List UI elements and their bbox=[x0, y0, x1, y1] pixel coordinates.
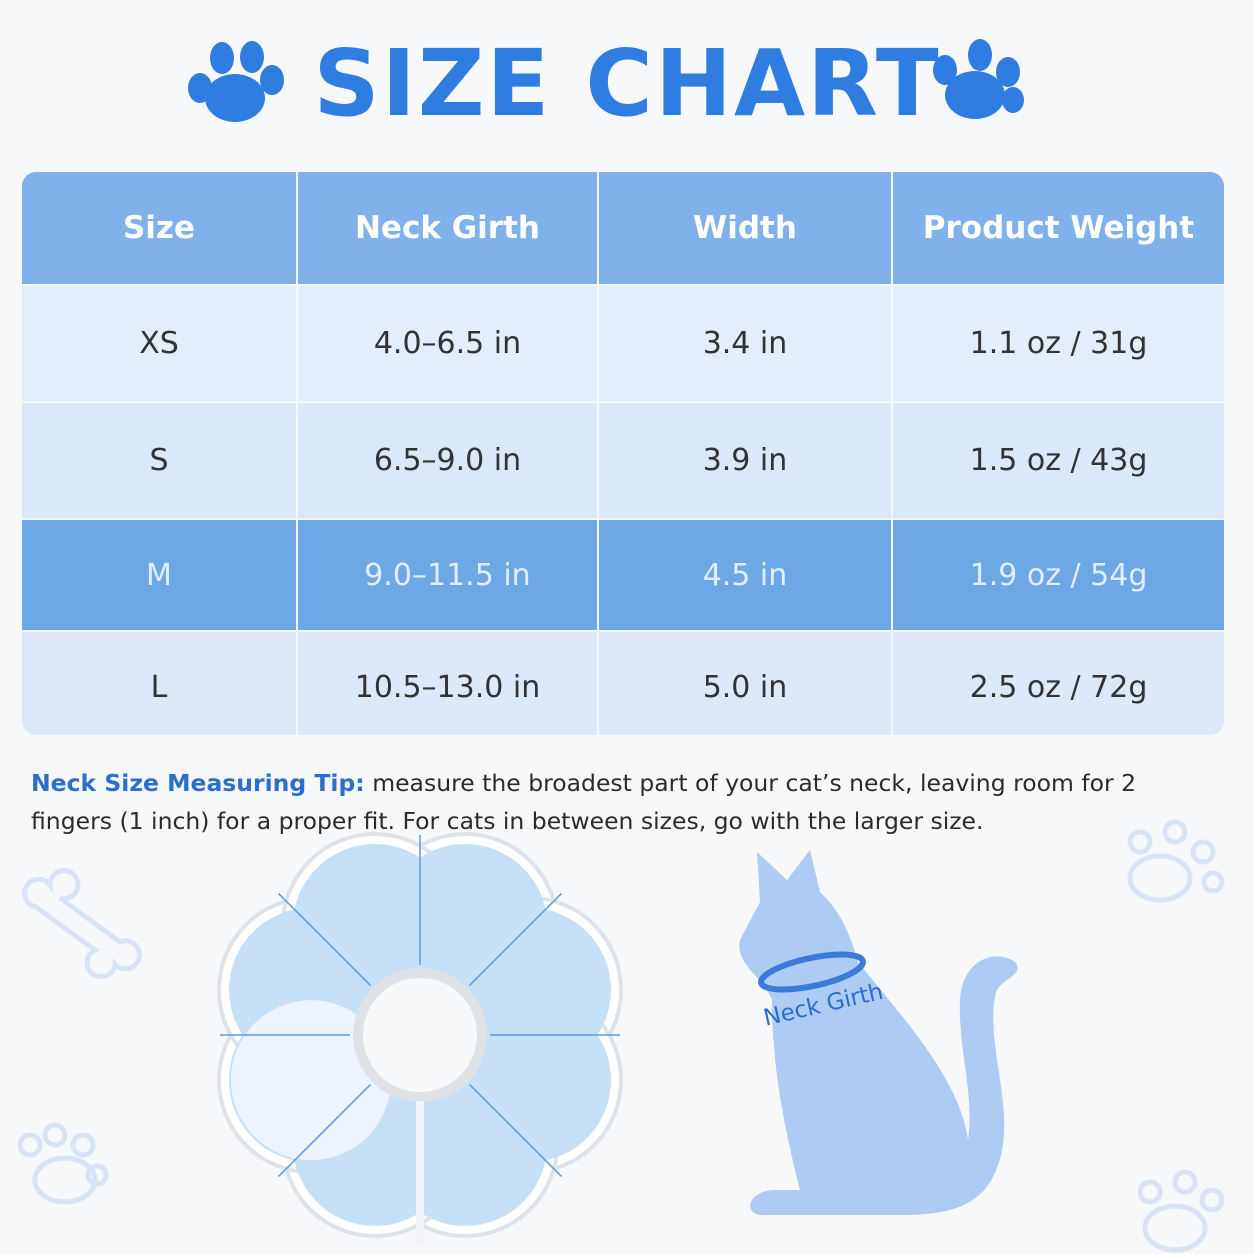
table-cell: 2.5 oz / 72g bbox=[893, 632, 1224, 735]
table-cell: 5.0 in bbox=[599, 632, 893, 735]
table-cell: 4.5 in bbox=[599, 520, 893, 630]
table-cell: 10.5–13.0 in bbox=[298, 632, 599, 735]
header-cell: Width bbox=[599, 172, 893, 284]
paw-icon bbox=[188, 39, 1024, 122]
table-cell: 1.5 oz / 43g bbox=[893, 403, 1224, 518]
table-cell: 4.0–6.5 in bbox=[298, 286, 599, 401]
table-row: L 10.5–13.0 in 5.0 in 2.5 oz / 72g bbox=[22, 630, 1224, 735]
table-cell: 1.9 oz / 54g bbox=[893, 520, 1224, 630]
table-cell: 3.4 in bbox=[599, 286, 893, 401]
table-cell: M bbox=[22, 520, 298, 630]
cat bbox=[739, 850, 1018, 1215]
table-cell: S bbox=[22, 403, 298, 518]
header-cell: Product Weight bbox=[893, 172, 1224, 284]
title: SIZE CHART bbox=[313, 30, 941, 137]
tip: Neck Size Measuring Tip: measure the bro… bbox=[31, 764, 1191, 840]
table-cell: 1.1 oz / 31g bbox=[893, 286, 1224, 401]
table-cell: XS bbox=[22, 286, 298, 401]
tip-text: measure the broadest part of your cat’s … bbox=[31, 769, 1137, 835]
table-cell: 3.9 in bbox=[599, 403, 893, 518]
neck-girth-label: Neck Girth bbox=[761, 979, 886, 1032]
table-row: S 6.5–9.0 in 3.9 in 1.5 oz / 43g bbox=[22, 401, 1224, 518]
table-row: XS 4.0–6.5 in 3.4 in 1.1 oz / 31g bbox=[22, 284, 1224, 401]
table-cell: 9.0–11.5 in bbox=[298, 520, 599, 630]
size-table: Size Neck Girth Width Product Weight XS 4.0–6… bbox=[22, 172, 1224, 735]
header-cell: Neck Girth bbox=[298, 172, 599, 284]
header-cell: Size bbox=[22, 172, 298, 284]
outline-decor bbox=[17, 819, 1225, 1253]
table-cell: L bbox=[22, 632, 298, 735]
table-cell: 6.5–9.0 in bbox=[298, 403, 599, 518]
header-row: Size Neck Girth Width Product Weight bbox=[22, 172, 1224, 284]
tip-label: Neck Size Measuring Tip: bbox=[31, 769, 365, 797]
table-row: M 9.0–11.5 in 4.5 in 1.9 oz / 54g bbox=[22, 518, 1224, 630]
collar bbox=[216, 831, 624, 1245]
